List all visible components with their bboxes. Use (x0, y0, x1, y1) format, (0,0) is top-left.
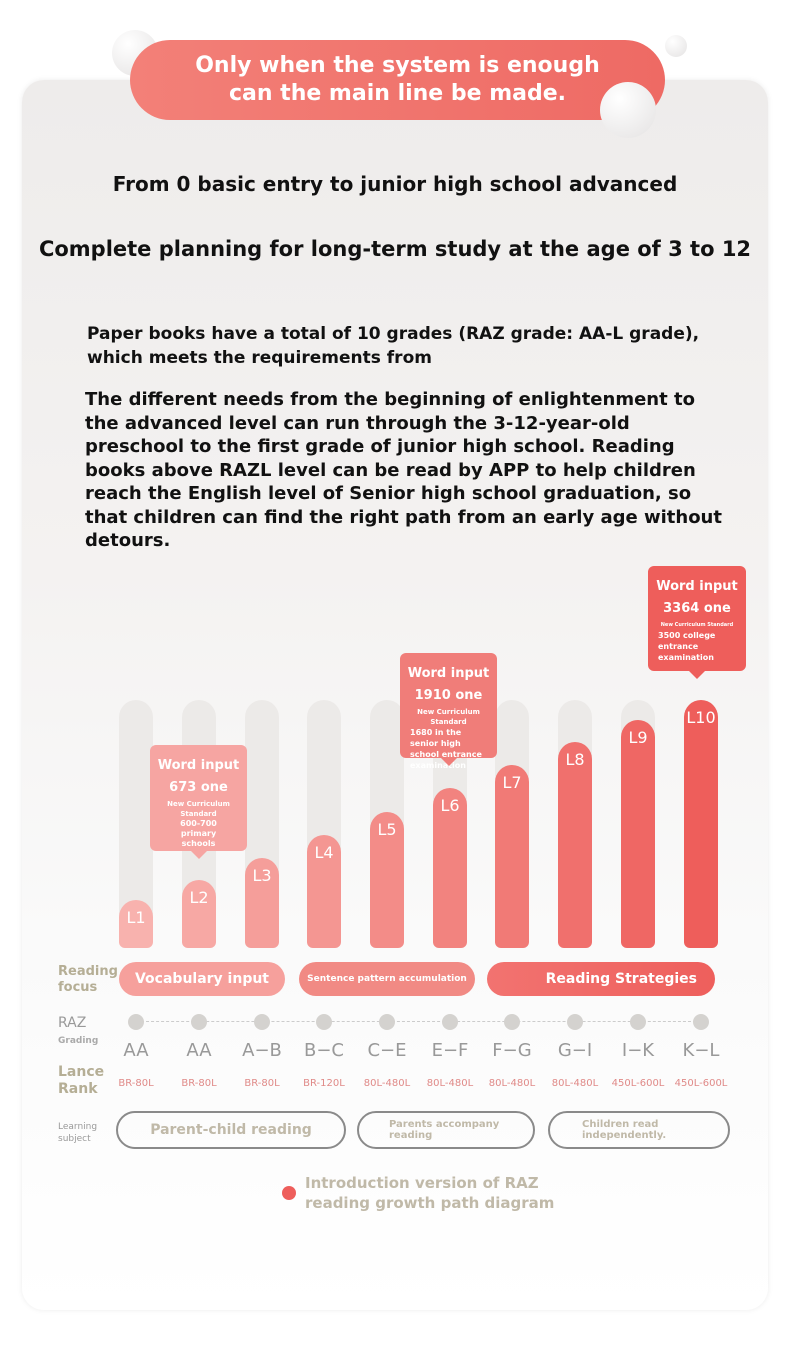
raz-grade: C−E (367, 1040, 407, 1061)
raz-dot (254, 1014, 270, 1030)
tooltip-standard: New Curriculum Standard (167, 800, 230, 818)
tooltip-detail: 600-700 primary schools (180, 819, 217, 848)
banner: Only when the system is enough can the ma… (130, 40, 665, 120)
raz-dot (442, 1014, 458, 1030)
legend-dot-icon (282, 1186, 296, 1200)
tooltip-l10: Word input 3364 one New Curriculum Stand… (648, 566, 746, 679)
tooltip-l2: Word input 673 one New Curriculum Standa… (150, 745, 247, 859)
decor-bubble (600, 82, 656, 138)
focus-strategies: Reading Strategies (487, 962, 715, 996)
tooltip-title: Word input (656, 579, 738, 594)
tooltip-detail: 1680 in the senior high school entrance … (410, 728, 482, 770)
raz-dot (567, 1014, 583, 1030)
focus-sentence: Sentence pattern accumulation (299, 962, 475, 996)
decor-bubble (665, 35, 687, 57)
label-lance-rank: Lance Rank (58, 1064, 105, 1097)
lexile-range: 80L-480L (551, 1078, 599, 1089)
raz-dot (504, 1014, 520, 1030)
banner-line: can the main line be made. (228, 81, 567, 106)
raz-dot (379, 1014, 395, 1030)
raz-dot (128, 1014, 144, 1030)
tooltip-standard: New Curriculum Standard (660, 622, 734, 628)
lexile-range: 80L-480L (363, 1078, 411, 1089)
learning-independent: Children read independently. (548, 1111, 730, 1149)
tooltip-count: 673 one (169, 780, 228, 795)
raz-grade: K−L (682, 1040, 720, 1061)
level-bar: L8 (558, 742, 592, 948)
lexile-range: BR-80L (181, 1078, 217, 1089)
raz-dot (191, 1014, 207, 1030)
learning-parents-accompany: Parents accompany reading (357, 1111, 535, 1149)
lexile-range: BR-80L (118, 1078, 154, 1089)
raz-line (136, 1021, 701, 1022)
raz-dot (316, 1014, 332, 1030)
raz-dot (630, 1014, 646, 1030)
level-bar: L4 (307, 835, 341, 948)
raz-grade: G−I (557, 1040, 593, 1061)
heading-2: Complete planning for long-term study at… (38, 237, 752, 261)
heading-1: From 0 basic entry to junior high school… (112, 172, 678, 196)
label-grading: Grading (58, 1036, 99, 1046)
legend-text: Introduction version of RAZ reading grow… (305, 1174, 555, 1212)
paragraph-2: The different needs from the beginning o… (85, 389, 722, 551)
focus-vocabulary: Vocabulary input (119, 962, 285, 996)
paragraph-1: Paper books have a total of 10 grades (R… (87, 324, 700, 368)
level-bar: L1 (119, 900, 153, 948)
raz-grade: A−B (242, 1040, 282, 1061)
level-bar: L9 (621, 720, 655, 948)
lexile-range: 450L-600L (611, 1078, 665, 1089)
label-reading-focus: Reading focus (58, 964, 118, 995)
tooltip-title: Word input (407, 666, 490, 681)
level-bar: L6 (433, 788, 467, 948)
raz-grade: I−K (621, 1040, 655, 1061)
content-card (22, 80, 768, 1310)
raz-grade: AA (123, 1040, 149, 1061)
tooltip-standard: New Curriculum Standard (417, 708, 480, 726)
lexile-range: 80L-480L (488, 1078, 536, 1089)
raz-grade: E−F (431, 1040, 469, 1061)
lexile-range: BR-80L (244, 1078, 280, 1089)
label-learning-subject: Learning subject (58, 1122, 98, 1144)
label-raz: RAZ (58, 1015, 87, 1031)
level-bar: L7 (495, 765, 529, 948)
learning-parent-child: Parent-child reading (116, 1111, 346, 1149)
lexile-range: BR-120L (303, 1078, 345, 1089)
raz-grade: F−G (492, 1040, 532, 1061)
level-bar: L10 (684, 700, 718, 948)
tooltip-l6: Word input 1910 one New Curriculum Stand… (400, 653, 497, 770)
banner-line: Only when the system is enough (195, 53, 600, 78)
level-bar: L5 (370, 812, 404, 948)
tooltip-count: 3364 one (663, 601, 731, 616)
raz-dot (693, 1014, 709, 1030)
tooltip-count: 1910 one (414, 688, 483, 703)
raz-grade: B−C (304, 1040, 344, 1061)
lexile-range: 80L-480L (426, 1078, 474, 1089)
level-bar: L3 (245, 858, 279, 948)
raz-grade: AA (186, 1040, 212, 1061)
lexile-range: 450L-600L (674, 1078, 728, 1089)
tooltip-detail: 3500 college entrance examination (658, 631, 716, 662)
level-bar: L2 (182, 880, 216, 948)
tooltip-title: Word input (157, 758, 240, 773)
